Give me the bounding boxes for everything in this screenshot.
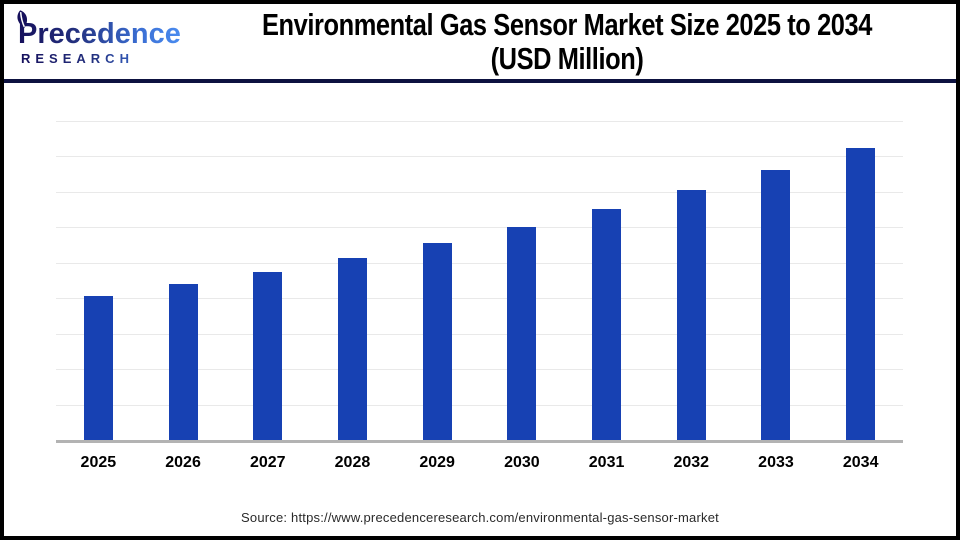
bar-2030: [507, 226, 537, 441]
bar-slot: [564, 122, 649, 441]
gridline: [56, 333, 903, 335]
bar-2027: [253, 271, 283, 441]
bar-2026: [168, 284, 198, 441]
gridline: [56, 262, 903, 264]
x-tick-label: 2032: [673, 454, 710, 471]
bar-2032: [676, 190, 706, 441]
chart-title: Environmental Gas Sensor Market Size 202…: [184, 6, 956, 76]
x-tick-label: 2034: [842, 454, 879, 471]
x-tick-label: 2025: [80, 454, 117, 471]
bar-slot: [649, 122, 734, 441]
gridline: [56, 156, 903, 158]
x-tick-label: 2026: [165, 454, 201, 471]
bar-slot: [310, 122, 395, 441]
bar-slot: [818, 122, 903, 441]
bar-2028: [337, 258, 367, 441]
bar-slot: [225, 122, 310, 441]
leaf-icon: [17, 10, 28, 28]
gridline: [56, 369, 903, 371]
header: Precedence RESEARCH Environmental Gas Se…: [4, 4, 956, 83]
brand-subtitle: RESEARCH: [18, 52, 184, 65]
gridline: [56, 404, 903, 406]
gridline: [56, 298, 903, 300]
x-axis-labels: 2025 2026 2027 2028 2029 2030 2031 2032 2033 2034: [56, 454, 903, 472]
bar-2029: [422, 242, 452, 441]
chart-title-line1: Environmental Gas Sensor Market Size 202…: [261, 6, 873, 42]
x-tick-label: 2033: [758, 454, 794, 471]
bar-slot: [734, 122, 819, 441]
bar-2025: [83, 295, 113, 441]
bar-slot: [480, 122, 565, 441]
x-tick-label: 2031: [588, 454, 625, 471]
brand-name: Precedence: [17, 10, 181, 50]
x-tick-label: 2028: [334, 454, 371, 471]
chart-title-line2: (USD Million): [490, 40, 644, 76]
bar-slot: [141, 122, 226, 441]
gridline: [56, 227, 903, 229]
bar-slot: [395, 122, 480, 441]
x-tick-label: 2030: [504, 454, 540, 471]
bar-2034: [846, 148, 876, 441]
source-text: Source: https://www.precedenceresearch.c…: [241, 510, 719, 525]
brand-logo: Precedence RESEARCH: [4, 10, 184, 65]
gridline: [56, 191, 903, 193]
bars-row: [56, 122, 903, 441]
plot-area: [56, 121, 903, 443]
brand-name-text: Precedence: [18, 18, 181, 50]
bar-2031: [592, 209, 622, 441]
x-tick-label: 2027: [249, 454, 286, 471]
x-axis-line: [56, 440, 903, 443]
bar-slot: [56, 122, 141, 441]
bar-2033: [761, 170, 791, 441]
x-tick-label: 2029: [419, 454, 455, 471]
gridline: [56, 121, 903, 122]
